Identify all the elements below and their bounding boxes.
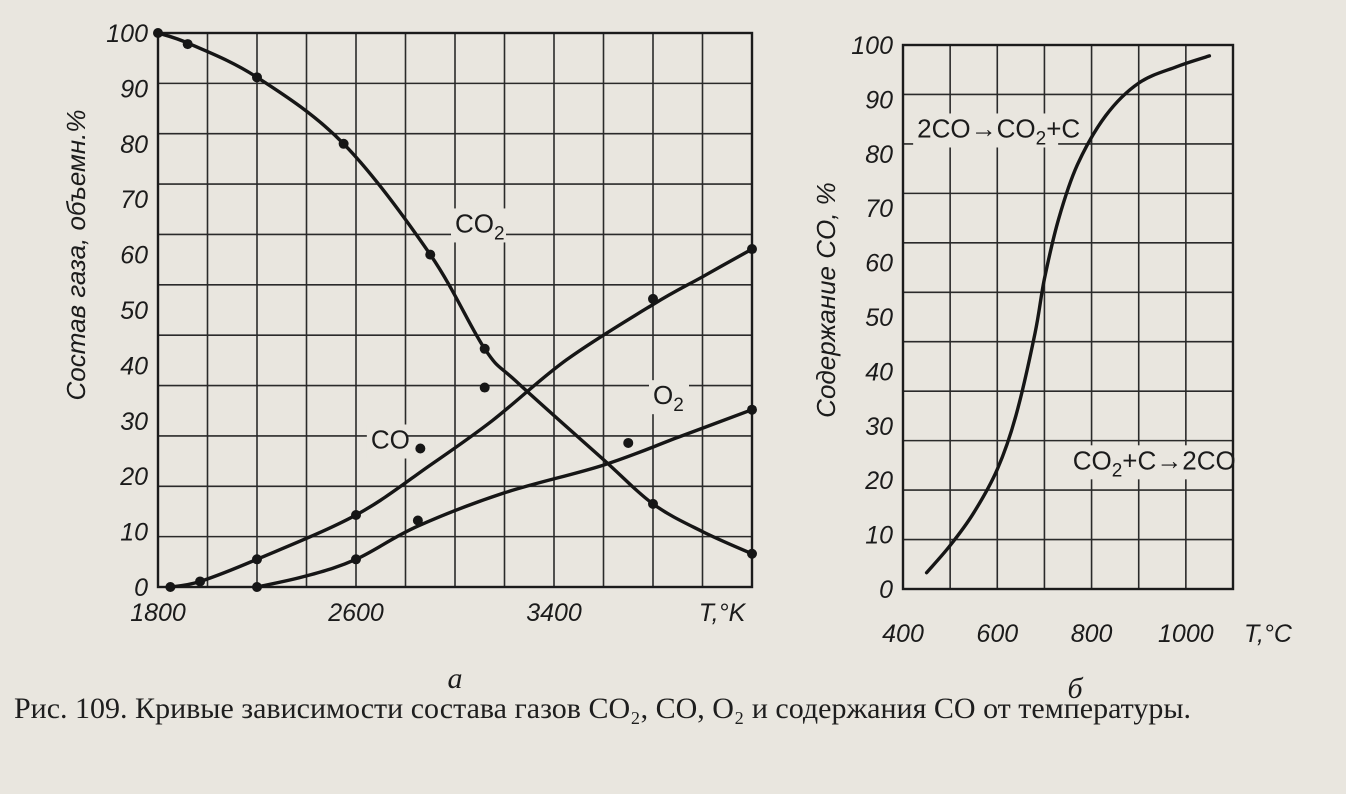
data-point [747,404,757,415]
series-line-a-2 [255,408,754,589]
data-point [747,548,757,559]
y-axis-label: Состав газа, объемн.% [61,110,91,401]
x-tick-label: 400 [882,620,924,648]
x-tick-label: 1000 [1158,620,1214,648]
y-tick-label: 80 [120,131,148,159]
data-point [747,244,757,255]
data-point [412,515,423,526]
y-tick-label: 70 [865,195,893,223]
x-tick-label: 600 [976,620,1018,648]
y-tick-label: 50 [120,297,148,325]
curve-annotation: O2​ [653,380,684,416]
series-line-a-1 [168,247,754,589]
annotation-bg [913,113,1059,148]
y-axis-label: Содержание CO, % [811,182,841,418]
y-tick-label: 0 [879,576,893,604]
data-point [252,72,262,83]
x-tick-label: 1800 [130,599,186,627]
y-tick-label: 60 [120,242,148,270]
data-point [479,382,490,393]
x-axis-unit-label: T,°C [1244,620,1293,648]
curve-annotation: CO2​+C→2CO [1073,445,1236,481]
data-point [338,138,349,149]
y-tick-label: 40 [865,358,893,386]
figure-caption: Рис. 109. Кривые зависимости состава газ… [14,692,1191,725]
plot-frame-b [901,43,1235,591]
data-point [648,498,658,509]
data-point [479,343,490,354]
y-tick-label: 90 [865,86,893,114]
panel-label: б [1067,672,1083,705]
x-axis-unit-label: T,°K [699,599,747,627]
data-point [182,39,193,50]
data-point [623,437,634,448]
y-tick-label: 30 [120,408,148,436]
grid-a [157,32,753,588]
y-tick-label: 80 [865,141,893,169]
y-tick-label: 0 [134,574,148,602]
x-tick-label: 2600 [327,599,384,627]
data-point [425,249,436,260]
data-point [351,554,361,565]
annotation-bg [649,380,689,415]
data-point [648,293,658,304]
y-tick-label: 20 [119,463,148,491]
data-point [252,554,262,565]
x-tick-label: 3400 [526,599,582,627]
y-tick-label: 10 [865,522,893,550]
y-tick-label: 70 [120,186,148,214]
y-tick-label: 10 [120,519,148,547]
curve-annotation: 2CO→CO2​+C [917,113,1080,149]
series-line-b-0 [924,54,1212,575]
y-tick-label: 20 [864,467,893,495]
annotation-bg [1068,445,1214,480]
curve-annotation: CO [371,425,410,455]
y-tick-label: 90 [120,75,148,103]
x-tick-label: 800 [1071,620,1113,648]
annotation-bg [366,424,407,459]
y-tick-label: 30 [865,413,893,441]
panel-label: a [448,662,463,695]
plot-frame-a [156,31,754,589]
data-point [351,509,361,520]
data-point [415,443,426,454]
data-point [252,582,262,592]
chart-panel-b: 0 10 20 30 40 50 60 70 80 90 100 400 600 800 1000 T,°C С… [811,32,1293,705]
data-point [165,582,176,592]
data-point [195,576,206,587]
y-tick-label: 100 [106,20,148,48]
y-tick-label: 100 [851,32,893,60]
y-tick-label: 40 [120,352,148,380]
curve-annotation: CO2​ [455,208,505,244]
y-tick-label: 60 [865,250,893,278]
y-tick-label: 50 [865,304,893,332]
data-point [153,28,163,38]
chart-panel-a: 0 10 20 30 40 50 60 70 80 90 100 1800 2600 3400 T,°K Со… [61,20,757,695]
annotation-bg [451,208,506,243]
